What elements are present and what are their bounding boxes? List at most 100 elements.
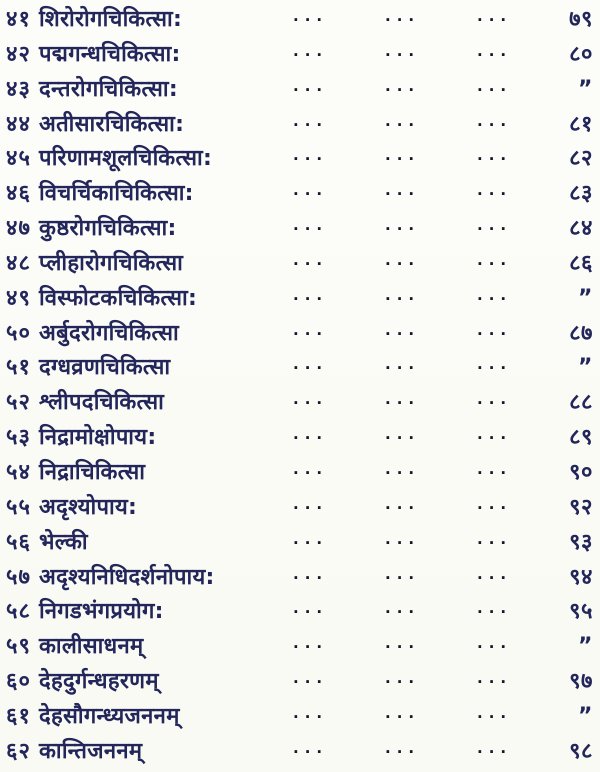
dot-leader: ...	[477, 41, 513, 60]
entry-number: ५३	[6, 425, 31, 451]
dot-leader: ...	[293, 529, 329, 548]
toc-row: ५२ श्लीपदचिकित्सा ... ... ... ८८	[0, 386, 600, 419]
entry-number: ५९	[6, 634, 31, 660]
page-number: ८३	[569, 181, 593, 207]
toc-row: ५७ अदृश्यनिधिदर्शनोपाय: ... ... ... ९४	[0, 561, 600, 594]
page-number: ८१	[569, 111, 593, 137]
entry-title: अदृश्यनिधिदर्शनोपाय:	[39, 564, 215, 590]
dot-leader: ...	[385, 425, 421, 444]
toc-row: ४४ अतीसारचिकित्सा: ... ... ... ८१	[0, 108, 600, 141]
page-number: ९५	[569, 599, 593, 625]
entry-number: ४६	[6, 181, 31, 207]
entry-title: निद्राचिकित्सा	[39, 459, 146, 485]
page-number: ”	[578, 355, 593, 381]
entry-number: ४१	[6, 7, 31, 32]
entry-title: निगडभंगप्रयोग:	[39, 599, 164, 625]
dot-leader: ...	[385, 250, 421, 269]
entry-number: ४८	[6, 250, 31, 276]
dot-leader: ...	[385, 7, 421, 25]
dot-leader: ...	[477, 76, 513, 95]
dot-leader: ...	[293, 634, 329, 653]
entry-number: ५५	[6, 494, 31, 520]
dot-leader: ...	[477, 355, 513, 374]
entry-title: विचर्चिकाचिकित्सा:	[39, 181, 194, 207]
page-number: ८४	[569, 216, 593, 242]
toc-row: ६२ कान्तिजननम् ... ... ... ९८	[0, 735, 600, 768]
entry-number: ४९	[6, 285, 31, 311]
entry-title: कान्तिजननम्	[39, 738, 143, 764]
entry-title: देहदुर्गन्धहरणम्	[39, 669, 159, 695]
dot-leader: ...	[293, 738, 329, 757]
dot-leader: ...	[385, 111, 421, 130]
dot-leader: ...	[385, 564, 421, 583]
toc-row: ५८ निगडभंगप्रयोग: ... ... ... ९५	[0, 595, 600, 628]
dot-leader: ...	[293, 216, 329, 235]
toc-row: ४७ कुष्ठरोगचिकित्सा: ... ... ... ८४	[0, 212, 600, 245]
toc-row: ४९ विस्फोटकचिकित्सा: ... ... ... ”	[0, 282, 600, 315]
dot-leader: ...	[385, 76, 421, 95]
dot-leader: ...	[293, 320, 329, 339]
dot-leader: ...	[293, 669, 329, 688]
dot-leader: ...	[477, 564, 513, 583]
dot-leader: ...	[293, 41, 329, 60]
dot-leader: ...	[385, 390, 421, 409]
entry-title: परिणामशूलचिकित्सा:	[39, 146, 213, 172]
page-number: ८२	[569, 146, 593, 172]
dot-leader: ...	[293, 390, 329, 409]
entry-number: ५६	[6, 529, 31, 555]
dot-leader: ...	[293, 181, 329, 200]
entry-title: भेल्की	[39, 529, 88, 555]
dot-leader: ...	[477, 738, 513, 757]
toc-row: ५९ कालीसाधनम् ... ... ... ”	[0, 630, 600, 663]
dot-leader: ...	[385, 181, 421, 200]
page-number: ”	[578, 634, 593, 660]
entry-title: अतीसारचिकित्सा:	[39, 111, 185, 137]
dot-leader: ...	[385, 355, 421, 374]
entry-number: ५७	[6, 564, 31, 590]
dot-leader: ...	[293, 494, 329, 513]
dot-leader: ...	[385, 146, 421, 165]
dot-leader: ...	[385, 216, 421, 235]
entry-number: ४४	[6, 111, 31, 137]
entry-number: ४७	[6, 216, 31, 242]
dot-leader: ...	[477, 425, 513, 444]
entry-number: ४३	[6, 76, 31, 102]
toc-row: ४१ शिरोरोगचिकित्सा: ... ... ... ७९	[0, 3, 600, 36]
dot-leader: ...	[477, 529, 513, 548]
toc-row: ५६ भेल्की ... ... ... ९३	[0, 526, 600, 559]
dot-leader: ...	[477, 669, 513, 688]
entry-number: ४२	[6, 41, 31, 67]
entry-title: श्लीपदचिकित्सा	[39, 390, 165, 416]
dot-leader: ...	[293, 564, 329, 583]
page-number: ९३	[569, 529, 593, 555]
dot-leader: ...	[293, 76, 329, 95]
toc-row: ४२ पद्मगन्धचिकित्सा: ... ... ... ८०	[0, 38, 600, 71]
dot-leader: ...	[385, 703, 421, 722]
entry-number: ६१	[6, 703, 31, 729]
page-number: ९२	[569, 494, 593, 520]
toc-row: ६१ देहसौगन्ध्यजननम् ... ... ... ”	[0, 700, 600, 733]
toc-row: ४५ परिणामशूलचिकित्सा: ... ... ... ८२	[0, 142, 600, 175]
entry-title: निद्रामोक्षोपाय:	[39, 425, 157, 451]
dot-leader: ...	[477, 703, 513, 722]
dot-leader: ...	[477, 216, 513, 235]
dot-leader: ...	[477, 459, 513, 478]
dot-leader: ...	[385, 669, 421, 688]
page-number: ७९	[569, 7, 593, 32]
entry-number: ६०	[6, 669, 31, 695]
toc-row: ४८ प्लीहारोगचिकित्सा ... ... ... ८६	[0, 247, 600, 280]
dot-leader: ...	[293, 425, 329, 444]
page-number: ”	[578, 76, 593, 102]
dot-leader: ...	[385, 41, 421, 60]
dot-leader: ...	[477, 320, 513, 339]
toc-row: ५४ निद्राचिकित्सा ... ... ... ९०	[0, 456, 600, 489]
entry-title: अदृश्योपाय:	[39, 494, 138, 520]
page-number: ९४	[569, 564, 593, 590]
entry-title: दग्धव्रणचिकित्सा	[39, 355, 171, 381]
dot-leader: ...	[293, 355, 329, 374]
dot-leader: ...	[385, 494, 421, 513]
dot-leader: ...	[477, 146, 513, 165]
toc-row: ५० अर्बुदरोगचिकित्सा ... ... ... ८७	[0, 317, 600, 350]
